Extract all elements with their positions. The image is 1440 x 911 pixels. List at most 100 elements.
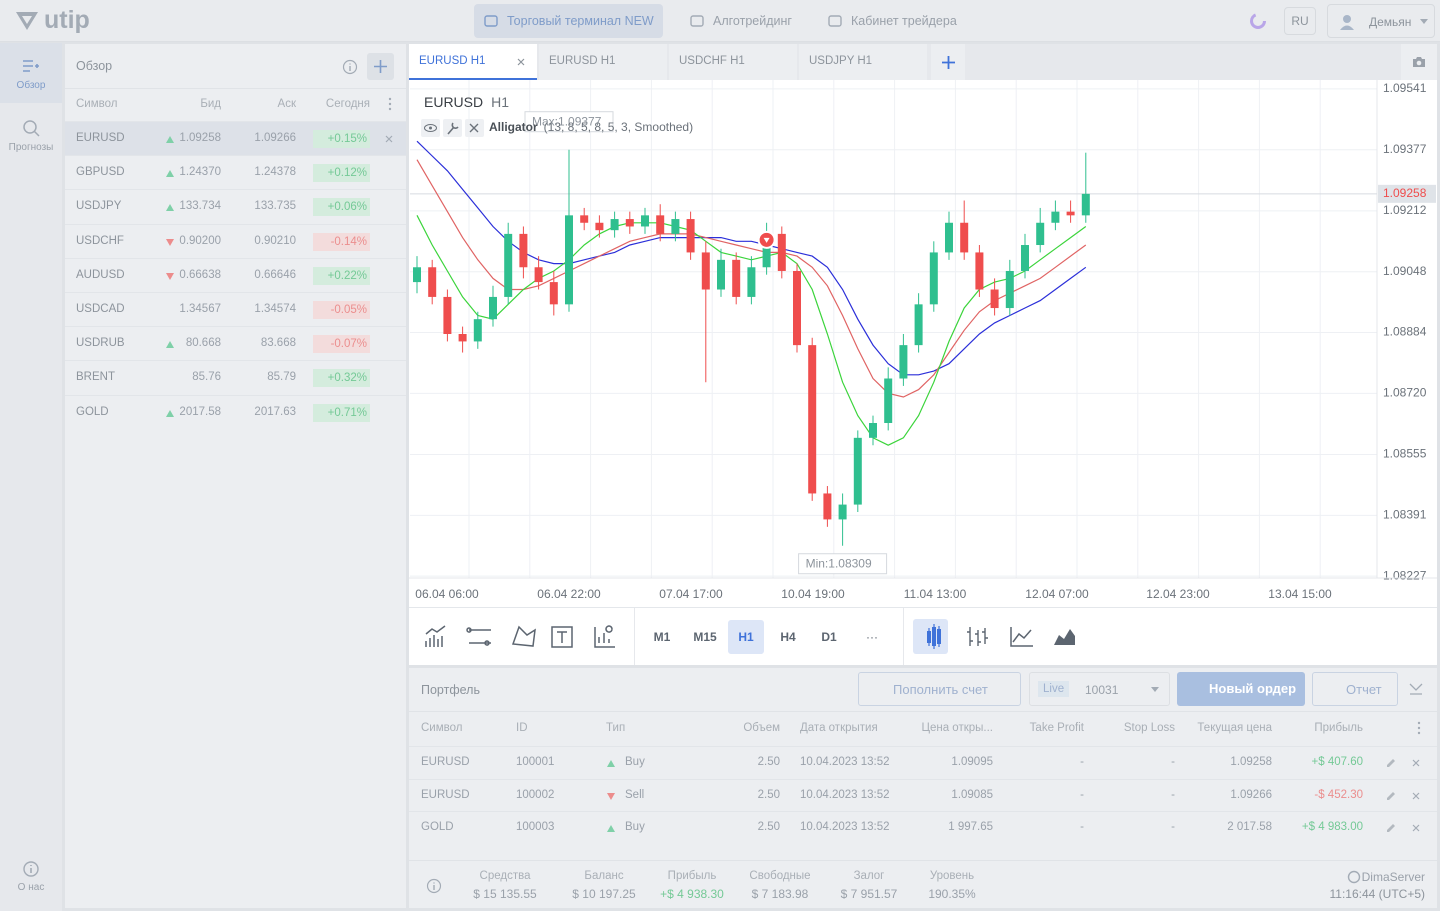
icon xyxy=(1010,627,1033,647)
nav-label: Кабинет трейдера xyxy=(851,14,957,28)
candle-body xyxy=(686,219,695,253)
watchlist-row[interactable]: USDJPY 133.734 133.735 +0.06% xyxy=(65,189,406,223)
account-select[interactable]: Live 10031 xyxy=(1029,672,1170,706)
column-header: Прибыль xyxy=(1314,722,1363,734)
change: -0.14% xyxy=(313,232,370,251)
watchlist-row[interactable]: USDCAD 1.34567 1.34574 -0.05% xyxy=(65,292,406,326)
change: -0.07% xyxy=(313,335,370,354)
indicator-params: (13, 8, 5, 8, 5, 3, Smoothed) xyxy=(544,120,693,134)
label-text: Max:1.09377 xyxy=(532,115,602,129)
candle-body xyxy=(793,270,801,346)
icon xyxy=(1347,870,1361,884)
summary-label: Свободные xyxy=(749,870,811,882)
icon xyxy=(1416,60,1422,66)
add-button[interactable] xyxy=(367,53,394,80)
server-name: DimaServer xyxy=(1361,870,1425,884)
icon xyxy=(374,60,387,73)
report-button[interactable]: Отчет xyxy=(1312,672,1398,706)
ask: 0.66646 xyxy=(254,268,296,281)
deposit-button[interactable]: Пополнить счет xyxy=(858,672,1021,706)
edit-icon xyxy=(1387,791,1395,800)
chart-tab[interactable]: EURUSD H1 xyxy=(409,44,537,80)
label-box xyxy=(524,111,614,133)
position-cell: 2 017.58 xyxy=(1227,821,1272,833)
y-tick-label: 1.08720 xyxy=(1383,386,1427,400)
language[interactable]: RU xyxy=(1284,7,1316,35)
icon xyxy=(942,56,955,69)
icon xyxy=(1417,721,1421,725)
ask: 1.24378 xyxy=(254,166,296,179)
timeframe-button[interactable]: D1 xyxy=(821,630,837,644)
y-tick-label: 1.09212 xyxy=(1383,203,1427,217)
position-cell: GOLD xyxy=(421,821,454,833)
candle-body xyxy=(565,215,573,305)
x-tick-label: 06.04 06:00 xyxy=(415,587,479,601)
candle-body xyxy=(534,267,543,283)
x-tick-label: 12.04 07:00 xyxy=(1025,587,1089,601)
chart-tab[interactable]: USDJPY H1 xyxy=(799,44,927,80)
summary-label: Прибыль xyxy=(667,870,717,882)
sidebar-label: Обзор xyxy=(16,80,46,91)
sidebar-item[interactable]: Обзор xyxy=(0,43,62,103)
add-tab[interactable] xyxy=(931,44,965,80)
position-row[interactable]: EURUSD 100002 Sell 2.50 10.04.2023 13:52 1.09… xyxy=(409,778,1437,811)
arrow-down xyxy=(166,272,174,280)
candle-body xyxy=(580,215,589,223)
candle-body xyxy=(869,423,877,438)
user-menu[interactable]: Демьян xyxy=(1327,4,1435,38)
nav-item[interactable]: Алготрейдинг xyxy=(680,4,806,38)
icon xyxy=(690,15,704,27)
watchlist-row[interactable]: BRENT 85.76 85.79 +0.32% xyxy=(65,360,406,394)
summary-value: $ 10 197.25 xyxy=(572,887,636,901)
candle-body xyxy=(701,252,710,290)
icon xyxy=(828,15,842,27)
timeframe-button[interactable]: M15 xyxy=(693,630,717,644)
watchlist-row[interactable]: GBPUSD 1.24370 1.24378 +0.12% xyxy=(65,155,406,189)
watchlist-row[interactable]: GOLD 2017.58 2017.63 +0.71% xyxy=(65,394,406,429)
position-row[interactable]: GOLD 100003 Buy 2.50 10.04.2023 13:52 1 997.6… xyxy=(409,811,1437,843)
direction xyxy=(166,341,174,349)
watchlist-row[interactable]: AUDUSD 0.66638 0.66646 +0.22% xyxy=(65,257,406,292)
sidebar-item[interactable]: О нас xyxy=(0,855,62,905)
watchlist-row[interactable]: EURUSD 1.09258 1.09266 +0.15% xyxy=(65,121,406,155)
chart-types xyxy=(927,624,1075,649)
arrow-down xyxy=(607,792,615,800)
watchlist-row[interactable]: USDRUB 80.668 83.668 -0.07% xyxy=(65,326,406,360)
summary-value: +$ 4 938.30 xyxy=(660,887,724,901)
arrow-up xyxy=(607,825,615,832)
more-button[interactable]: ··· xyxy=(866,630,878,644)
column-header: Аск xyxy=(277,98,296,110)
x-tick-label: 13.04 15:00 xyxy=(1268,587,1332,601)
watchlist-row[interactable]: USDCHF 0.90200 0.90210 -0.14% xyxy=(65,223,406,258)
candle-body xyxy=(732,259,741,297)
screenshot-button[interactable] xyxy=(1401,44,1437,80)
nav-item[interactable]: Кабинет трейдера xyxy=(818,4,968,38)
new-order-button[interactable]: Новый ордер xyxy=(1177,672,1305,706)
sidebar-icon xyxy=(23,60,39,72)
change: +0.71% xyxy=(313,403,370,422)
candle-body xyxy=(1051,211,1060,223)
chart-tab[interactable]: USDCHF H1 xyxy=(669,44,797,80)
timeframe-button[interactable]: M1 xyxy=(653,630,671,644)
arrow-up xyxy=(166,409,174,417)
tool-icon xyxy=(551,626,573,648)
y-tick-label: 1.09377 xyxy=(1383,142,1427,156)
column-menu xyxy=(388,97,392,111)
timeframe-button[interactable]: H1 xyxy=(728,620,764,654)
timeframe-button[interactable]: H4 xyxy=(780,630,796,644)
nav-item[interactable]: Торговый терминал NEW xyxy=(474,4,663,38)
icon xyxy=(342,59,358,75)
icon xyxy=(385,135,393,143)
chart-tab[interactable]: EURUSD H1 xyxy=(539,44,667,80)
report-label: Отчет xyxy=(1346,682,1382,697)
direction xyxy=(166,238,174,246)
y-tick-label: 1.08391 xyxy=(1383,508,1427,522)
position-row[interactable]: EURUSD 100001 Buy 2.50 10.04.2023 13:52 1.090… xyxy=(409,746,1437,778)
position-cell: +$ 4 983.00 xyxy=(1301,821,1363,833)
y-tick-label: 1.08227 xyxy=(1383,568,1427,582)
summary-label: Залог xyxy=(853,870,885,882)
sidebar-item[interactable]: Прогнозы xyxy=(0,105,62,165)
icon xyxy=(1387,759,1395,767)
ask: 1.09266 xyxy=(254,132,296,144)
column-header: Тип xyxy=(606,722,626,734)
